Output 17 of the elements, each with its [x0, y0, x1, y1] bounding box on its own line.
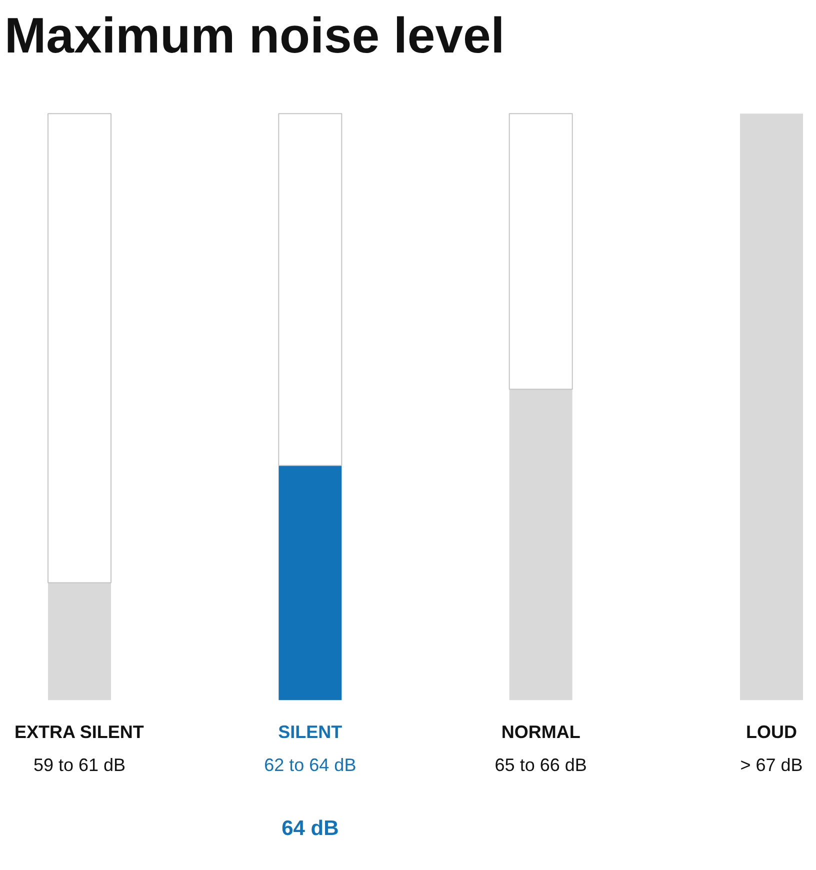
bar — [509, 389, 572, 700]
bar — [48, 113, 112, 584]
bar — [278, 465, 342, 700]
x-tick-label: NORMAL — [501, 722, 580, 742]
bar — [278, 113, 342, 466]
chart-title: Maximum noise level — [4, 8, 505, 64]
text: 64 dB — [282, 816, 339, 840]
text: 59 to 61 dB — [33, 755, 126, 776]
bar — [48, 582, 111, 700]
text: 62 to 64 dB — [264, 755, 356, 776]
text: > 67 dB — [740, 755, 803, 776]
text: 65 to 66 dB — [494, 755, 587, 776]
x-tick-label: LOUD — [746, 722, 798, 742]
bar — [508, 113, 573, 390]
bar — [740, 114, 803, 700]
x-tick-label: EXTRA SILENT — [14, 722, 144, 742]
x-tick-label: SILENT — [278, 722, 342, 742]
